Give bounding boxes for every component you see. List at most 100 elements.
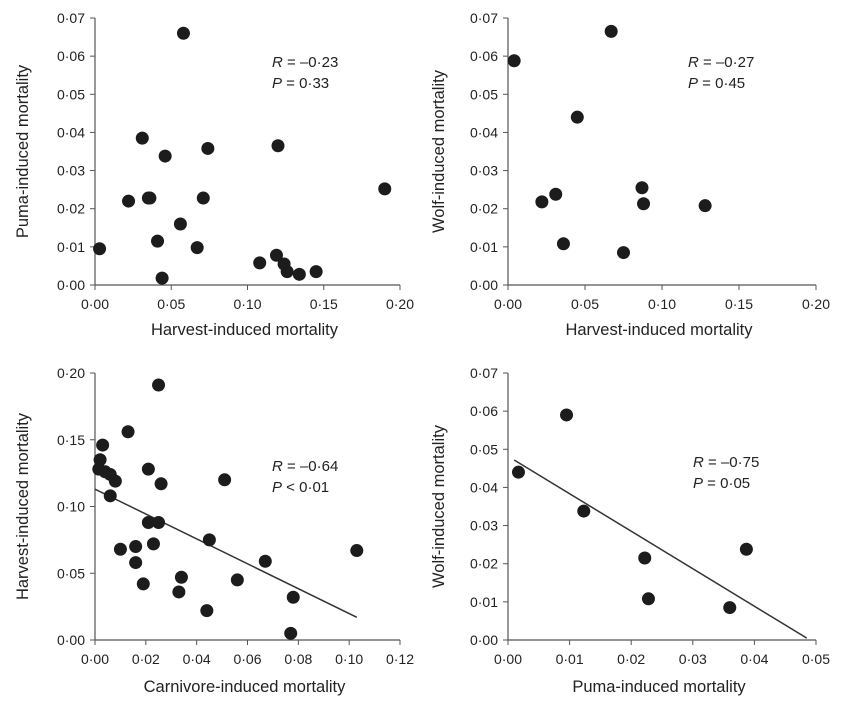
r-value: = –0·23 — [283, 54, 338, 71]
y-tick-label: 0·02 — [470, 556, 498, 572]
x-tick-label: 0·05 — [571, 296, 599, 312]
y-tick-label: 0·01 — [470, 594, 498, 610]
data-point — [93, 242, 107, 256]
data-point — [378, 182, 392, 196]
y-axis-title: Harvest-induced mortality — [14, 412, 32, 600]
x-tick-label: 0·10 — [335, 651, 363, 667]
data-point — [152, 378, 166, 392]
y-tick-label: 0·01 — [470, 239, 498, 255]
p-symbol: P — [272, 479, 282, 496]
y-tick-label: 0·02 — [57, 201, 85, 217]
panel-2: 0·00 0·05 0·10 0·15 0·20 0·00 0·01 0·02 0·03 0·04… — [430, 10, 830, 339]
r-symbol: R — [688, 54, 699, 71]
y-tick-label: 0·07 — [470, 10, 498, 26]
data-point — [535, 195, 549, 209]
y-tick-label: 0·03 — [470, 163, 498, 179]
r-statistic: R = –0·75 — [693, 454, 759, 471]
r-statistic: R = –0·23 — [272, 54, 338, 71]
data-point — [122, 194, 136, 208]
data-point — [637, 197, 651, 211]
data-point — [739, 542, 753, 556]
data-point — [129, 540, 143, 554]
data-point — [121, 425, 135, 439]
x-axis-title: Harvest-induced mortality — [151, 321, 339, 339]
r-symbol: R — [272, 458, 283, 475]
data-point — [560, 408, 574, 422]
x-tick-label: 0·02 — [617, 651, 645, 667]
p-symbol: P — [688, 75, 698, 92]
y-tick-label: 0·06 — [470, 403, 498, 419]
data-point — [280, 265, 294, 279]
data-point — [604, 24, 618, 38]
p-symbol: P — [272, 75, 282, 92]
data-point — [218, 473, 232, 487]
r-symbol: R — [272, 54, 283, 71]
data-point — [284, 626, 298, 640]
p-value: < 0·01 — [282, 479, 329, 496]
panel-1: 0·00 0·05 0·10 0·15 0·20 0·00 0·01 0·02 0·03 0·04… — [14, 10, 414, 339]
data-point — [202, 533, 216, 547]
x-tick-label: 0·04 — [183, 651, 211, 667]
data-point — [641, 592, 655, 606]
r-symbol: R — [693, 454, 704, 471]
data-point — [108, 474, 122, 488]
data-point — [173, 217, 187, 231]
x-tick-label: 0·05 — [157, 296, 185, 312]
data-point — [286, 590, 300, 604]
p-statistic: P = 0·05 — [693, 475, 750, 492]
p-value: = 0·45 — [698, 75, 745, 92]
data-point — [146, 537, 160, 551]
data-point — [201, 141, 215, 155]
data-point — [556, 237, 570, 251]
y-tick-label: 0·10 — [57, 499, 85, 515]
data-point — [158, 149, 172, 163]
data-point — [129, 556, 143, 570]
data-point — [154, 477, 168, 491]
y-axis-title: Wolf-induced mortality — [430, 424, 448, 588]
y-tick-label: 0·00 — [470, 277, 498, 293]
r-value: = –0·75 — [704, 454, 759, 471]
data-point — [292, 267, 306, 281]
y-tick-label: 0·05 — [470, 86, 498, 102]
r-value: = –0·64 — [283, 458, 338, 475]
data-point — [309, 265, 323, 279]
data-point — [136, 577, 150, 591]
x-tick-label: 0·20 — [386, 296, 414, 312]
y-tick-label: 0·07 — [470, 365, 498, 381]
data-point — [723, 601, 737, 615]
y-tick-label: 0·05 — [57, 565, 85, 581]
p-statistic: P = 0·45 — [688, 75, 745, 92]
data-point — [103, 489, 117, 503]
data-point — [253, 256, 267, 270]
regression-line — [513, 459, 808, 639]
x-tick-label: 0·00 — [81, 296, 109, 312]
y-axis-title: Puma-induced mortality — [14, 64, 32, 238]
x-tick-label: 0·06 — [233, 651, 261, 667]
data-point — [143, 191, 157, 205]
p-statistic: P < 0·01 — [272, 479, 329, 496]
y-tick-label: 0·06 — [470, 48, 498, 64]
x-tick-label: 0·00 — [494, 651, 522, 667]
data-point — [96, 438, 110, 452]
x-tick-label: 0·20 — [802, 296, 830, 312]
r-statistic: R = –0·27 — [688, 54, 754, 71]
data-point — [200, 604, 214, 618]
y-tick-label: 0·02 — [470, 201, 498, 217]
data-point — [350, 544, 364, 558]
p-value: = 0·05 — [703, 475, 750, 492]
x-axis-title: Carnivore-induced mortality — [144, 678, 346, 696]
data-point — [507, 54, 521, 68]
data-point — [511, 465, 525, 479]
x-axis-title: Harvest-induced mortality — [565, 321, 753, 339]
y-tick-label: 0·03 — [470, 518, 498, 534]
data-point — [176, 26, 190, 40]
y-tick-label: 0·00 — [57, 277, 85, 293]
data-point — [570, 110, 584, 124]
data-point — [141, 462, 155, 476]
y-tick-label: 0·00 — [470, 632, 498, 648]
data-point — [577, 504, 591, 518]
p-value: = 0·33 — [282, 75, 329, 92]
y-tick-label: 0·15 — [57, 432, 85, 448]
x-tick-label: 0·03 — [679, 651, 707, 667]
